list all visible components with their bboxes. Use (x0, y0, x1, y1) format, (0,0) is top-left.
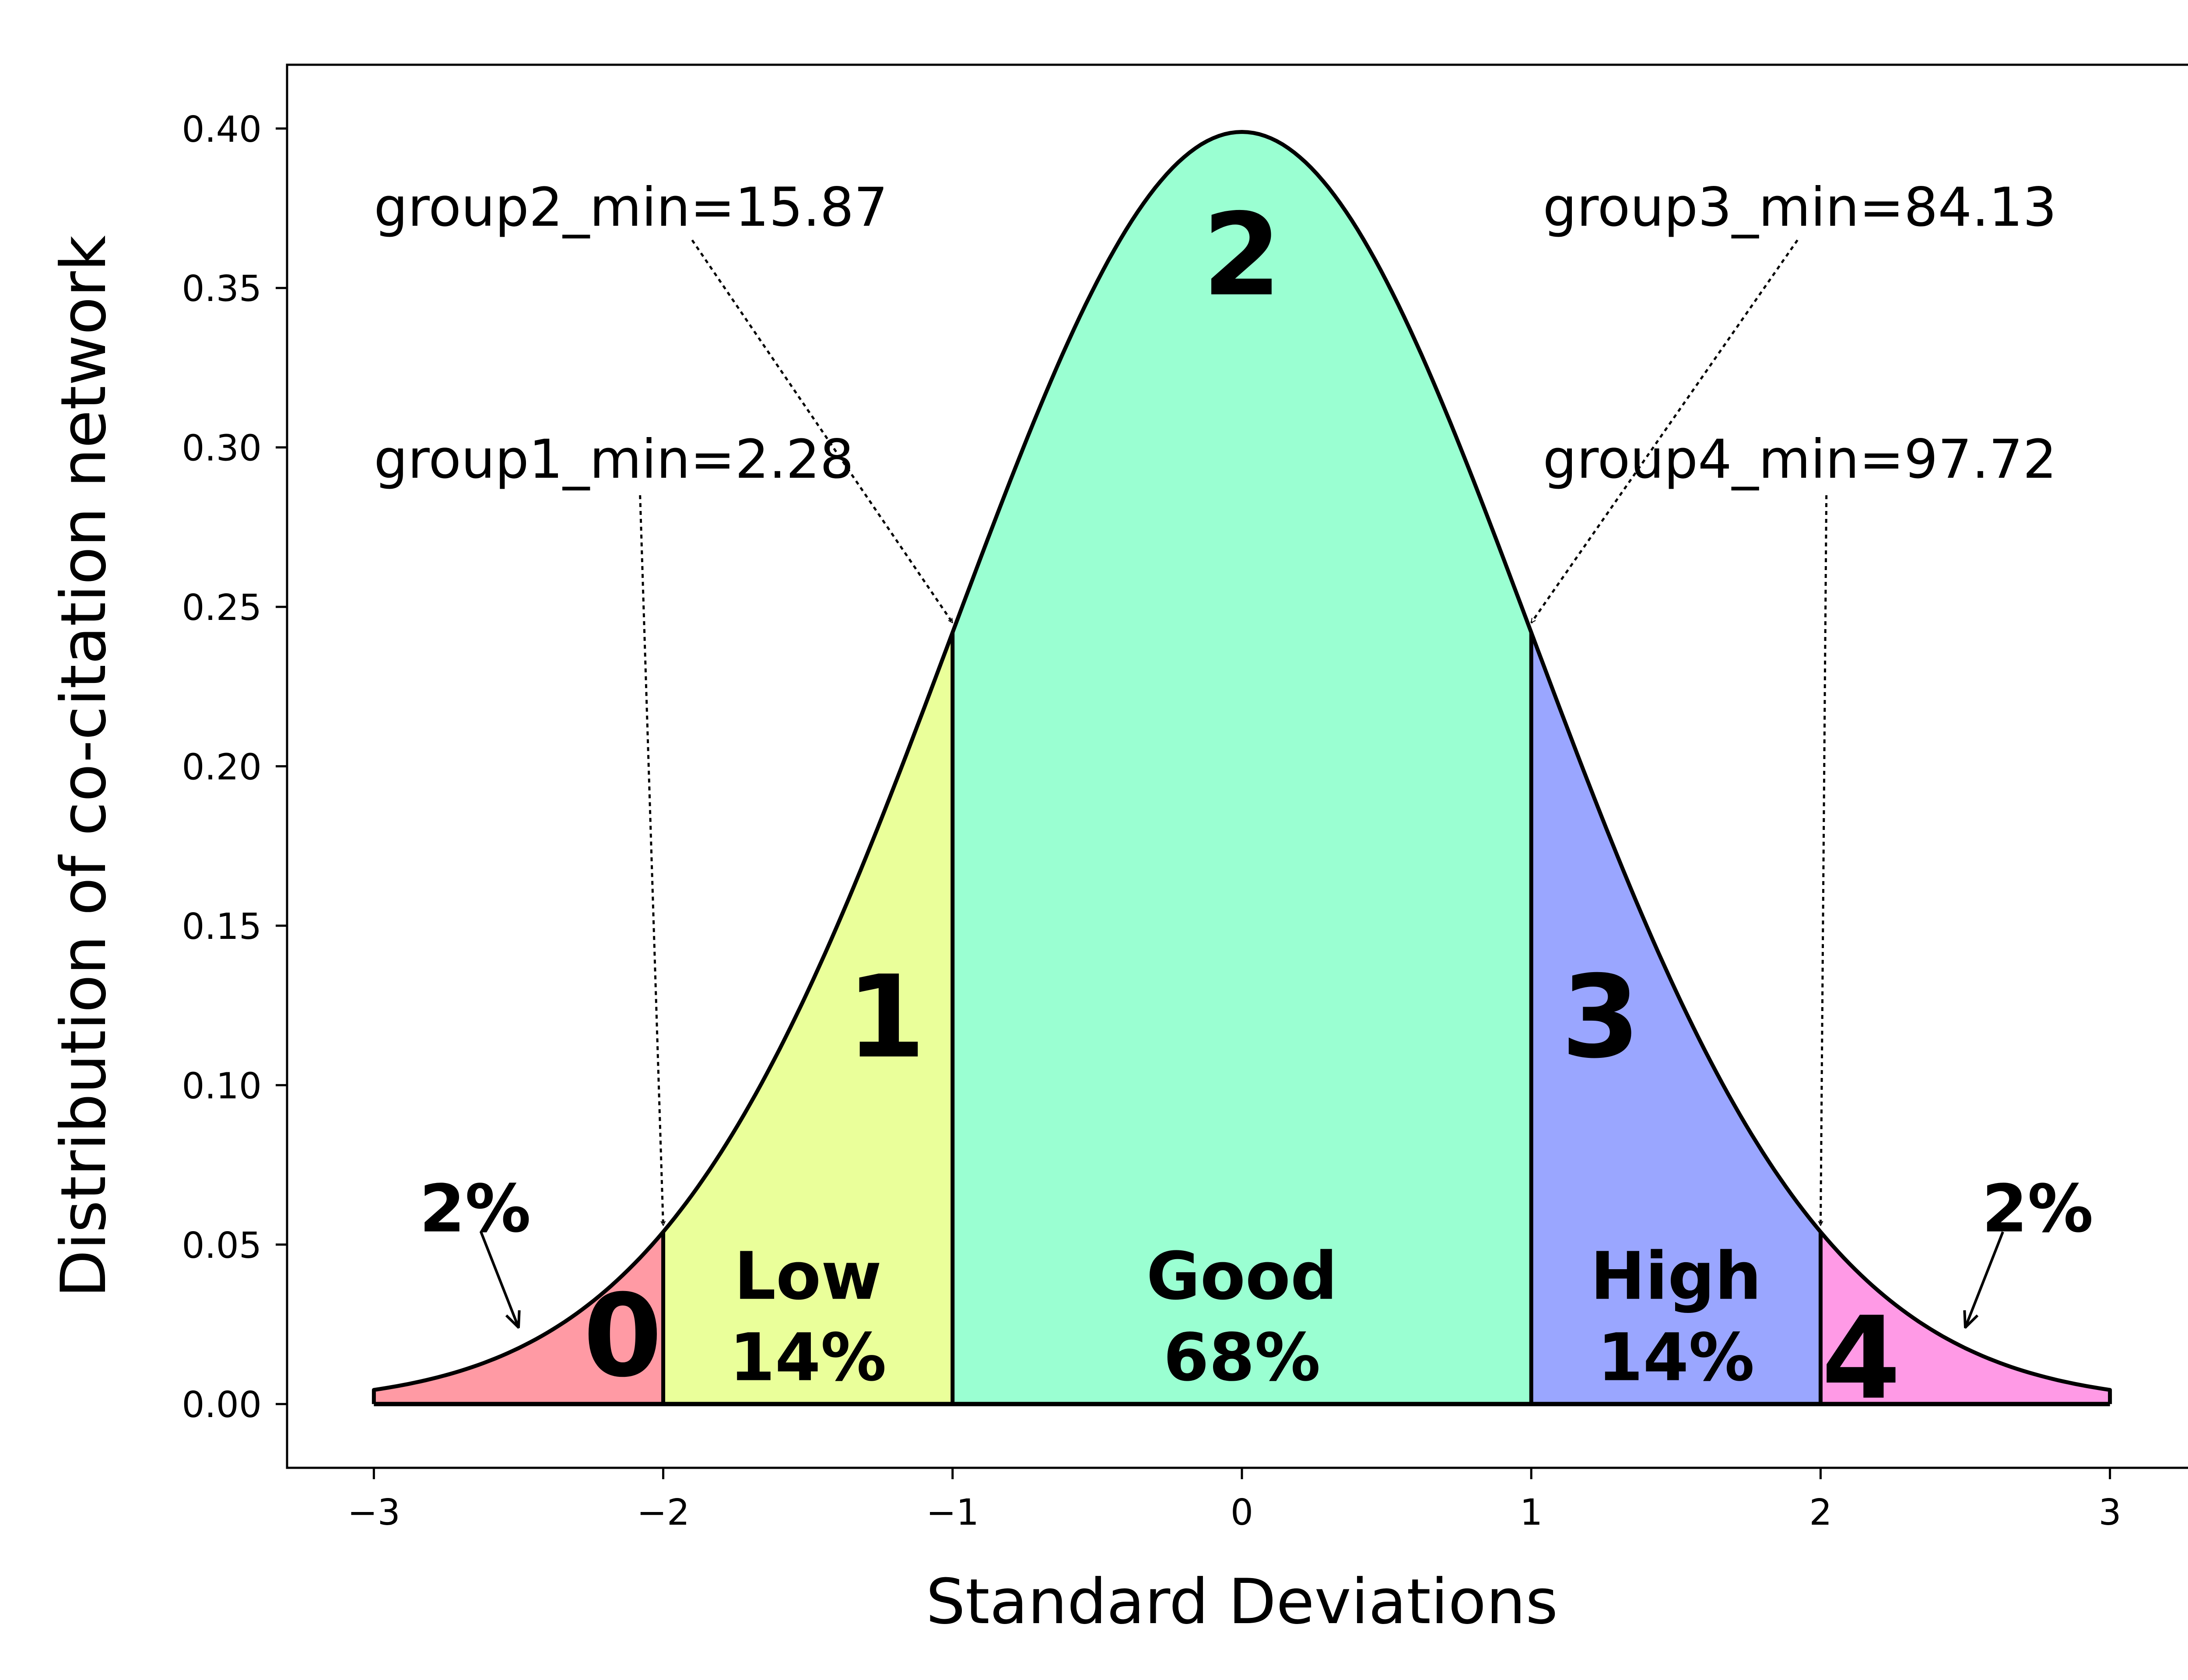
region-percent-1: 14% (729, 1320, 887, 1396)
tail-arrow (480, 1231, 519, 1328)
x-tick-label: 0 (1231, 1492, 1253, 1533)
y-axis-title: Distribution of co-citation network (48, 235, 120, 1298)
x-tick-label: −3 (347, 1492, 400, 1533)
region-percent-2: 68% (1163, 1320, 1320, 1396)
region-number-1: 1 (846, 952, 926, 1084)
region-name-2: Good (1147, 1239, 1338, 1315)
annotations: group2_min=15.87 group1_min=2.28 group3_mi… (374, 176, 2093, 1327)
distribution-curve (372, 130, 2112, 1404)
x-axis: −3 −2 −1 0 1 2 3 (347, 1468, 2121, 1533)
region-number-0: 0 (583, 1270, 663, 1403)
region-number-2: 2 (1203, 189, 1282, 322)
tail-percent-label: 2% (1982, 1171, 2093, 1247)
y-tick-label: 0.10 (182, 1065, 262, 1107)
x-tick-label: 1 (1520, 1492, 1543, 1533)
region-name-1: Low (734, 1239, 882, 1315)
region-4 (1820, 1232, 2110, 1404)
x-tick-label: −2 (637, 1492, 690, 1533)
region-number-4: 4 (1822, 1293, 1901, 1425)
annotation-label: group2_min=15.87 (374, 176, 888, 238)
y-tick-label: 0.30 (182, 428, 262, 469)
annotation-arrow (1820, 495, 1828, 1225)
y-tick-label: 0.25 (182, 587, 262, 629)
y-tick-label: 0.40 (182, 109, 262, 150)
annotation-arrow (1530, 239, 1799, 623)
tail-percent-label: 2% (419, 1171, 531, 1247)
region-2 (952, 132, 1532, 1404)
x-tick-label: 3 (2099, 1492, 2121, 1533)
annotation-label: group4_min=97.72 (1543, 428, 2057, 490)
y-tick-label: 0.00 (182, 1384, 262, 1426)
y-axis: 0.00 0.05 0.10 0.15 0.20 0.25 0.30 0.35 0.40 (182, 109, 287, 1426)
y-tick-label: 0.05 (182, 1225, 262, 1267)
y-tick-label: 0.15 (182, 906, 262, 948)
region-0 (374, 1232, 663, 1404)
y-tick-label: 0.35 (182, 268, 262, 310)
annotation-arrow (691, 239, 954, 623)
x-tick-label: 2 (1809, 1492, 1832, 1533)
region-percent-3: 14% (1597, 1320, 1754, 1396)
x-axis-title: Standard Deviations (926, 1566, 1558, 1638)
annotation-arrow (639, 495, 663, 1225)
x-tick-label: −1 (926, 1492, 979, 1533)
region-number-3: 3 (1561, 952, 1640, 1084)
tail-arrow (1965, 1231, 2004, 1328)
annotation-label: group3_min=84.13 (1543, 176, 2057, 238)
region-name-3: High (1590, 1239, 1761, 1315)
annotation-label: group1_min=2.28 (374, 428, 854, 490)
y-tick-label: 0.20 (182, 747, 262, 788)
